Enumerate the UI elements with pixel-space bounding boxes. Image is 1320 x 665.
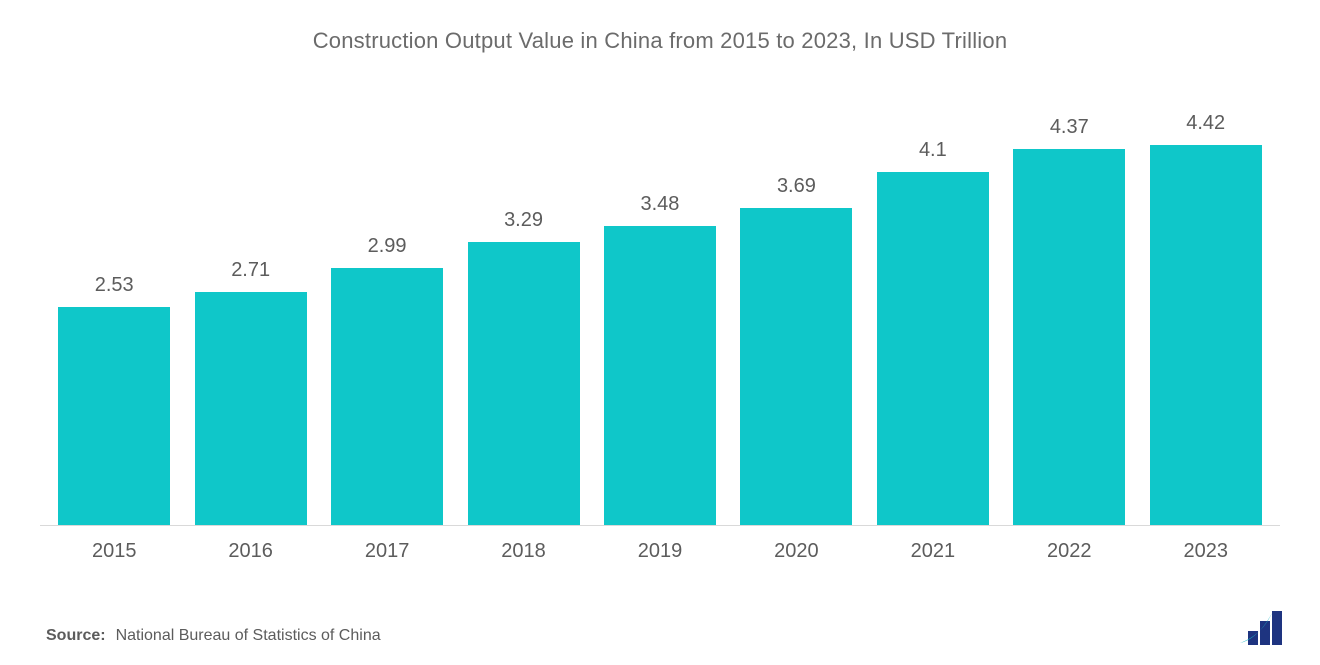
bar <box>1013 149 1125 525</box>
bar-group: 4.42 <box>1145 72 1267 525</box>
bar-group: 3.48 <box>599 72 721 525</box>
x-axis-label: 2021 <box>872 540 994 563</box>
bar <box>740 208 852 525</box>
bar-group: 2.71 <box>189 72 311 525</box>
bar-value-label: 2.53 <box>95 274 134 297</box>
bar-value-label: 2.71 <box>231 259 270 282</box>
bar-value-label: 4.1 <box>919 139 947 162</box>
source-line: Source: National Bureau of Statistics of … <box>46 627 381 645</box>
x-axis-label: 2017 <box>326 540 448 563</box>
bar-group: 4.1 <box>872 72 994 525</box>
bar-group: 2.99 <box>326 72 448 525</box>
bar <box>877 172 989 525</box>
bar-value-label: 3.29 <box>504 209 543 232</box>
x-axis: 2015 2016 2017 2018 2019 2020 2021 2022 2023 <box>40 526 1280 563</box>
source-text: National Bureau of Statistics of China <box>116 627 381 644</box>
bar <box>604 226 716 525</box>
x-axis-label: 2019 <box>599 540 721 563</box>
x-axis-label: 2020 <box>735 540 857 563</box>
bar-group: 2.53 <box>53 72 175 525</box>
bar-value-label: 3.48 <box>641 193 680 216</box>
bar-value-label: 4.37 <box>1050 116 1089 139</box>
bar <box>468 242 580 525</box>
plot-area: 2.53 2.71 2.99 3.29 3.48 3.69 4.1 4.37 4.42 <box>40 72 1280 526</box>
bar-value-label: 2.99 <box>368 235 407 258</box>
bar <box>1150 145 1262 525</box>
x-axis-label: 2015 <box>53 540 175 563</box>
chart-footer: Source: National Bureau of Statistics of … <box>40 609 1280 645</box>
bar-value-label: 4.42 <box>1186 112 1225 135</box>
x-axis-label: 2022 <box>1008 540 1130 563</box>
x-axis-label: 2016 <box>189 540 311 563</box>
x-axis-label: 2023 <box>1145 540 1267 563</box>
bar-group: 3.69 <box>735 72 857 525</box>
brand-logo <box>1248 609 1274 645</box>
bar-value-label: 3.69 <box>777 175 816 198</box>
bar <box>58 307 170 525</box>
logo-swoosh-icon <box>1238 609 1274 645</box>
x-axis-label: 2018 <box>462 540 584 563</box>
bar <box>331 268 443 525</box>
bar-group: 4.37 <box>1008 72 1130 525</box>
chart-container: Construction Output Value in China from … <box>0 0 1320 665</box>
bar <box>195 292 307 525</box>
chart-title: Construction Output Value in China from … <box>40 28 1280 54</box>
source-label: Source: <box>46 627 106 644</box>
bar-group: 3.29 <box>462 72 584 525</box>
